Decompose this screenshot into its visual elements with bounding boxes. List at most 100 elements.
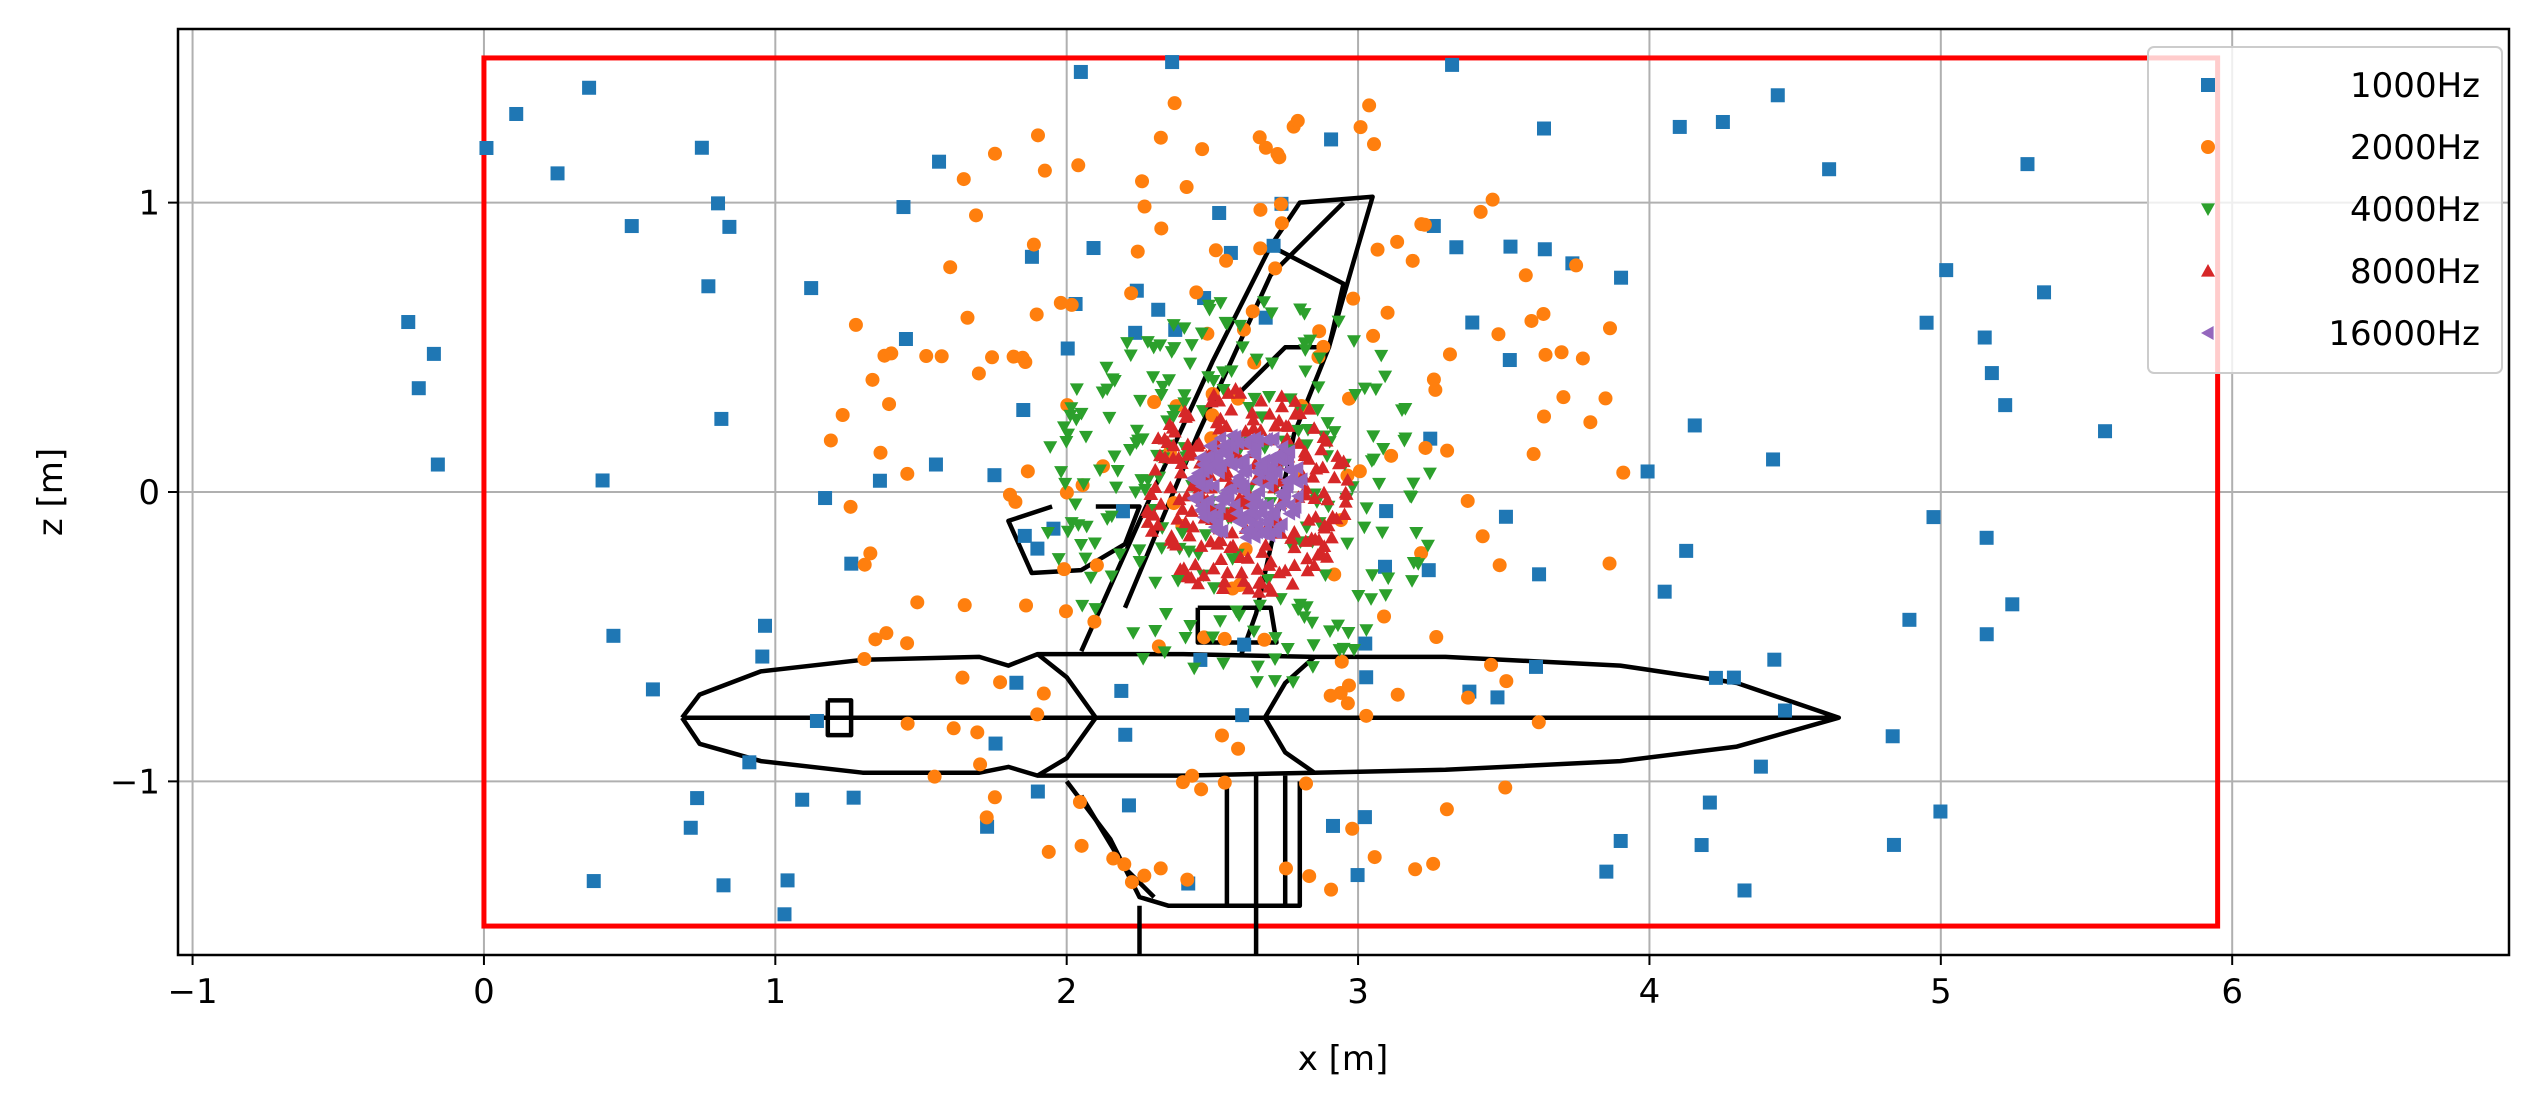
- point-4000Hz: [1291, 424, 1306, 438]
- point-8000Hz: [1311, 533, 1326, 546]
- x-tick-label: 6: [2221, 972, 2243, 1012]
- point-4000Hz: [1299, 439, 1314, 452]
- point-16000Hz: [1261, 498, 1274, 513]
- point-2000Hz: [1324, 882, 1339, 897]
- point-4000Hz: [1372, 477, 1387, 491]
- point-2000Hz: [1414, 546, 1429, 561]
- point-16000Hz: [1248, 431, 1262, 446]
- point-16000Hz: [1250, 474, 1263, 489]
- point-1000Hz: [1498, 509, 1513, 524]
- point-2000Hz: [1245, 304, 1260, 319]
- point-2000Hz: [1137, 868, 1152, 883]
- point-8000Hz: [1166, 536, 1181, 549]
- point-1000Hz: [1324, 132, 1339, 147]
- point-2000Hz: [927, 769, 942, 784]
- point-2000Hz: [960, 310, 975, 325]
- point-1000Hz: [1016, 403, 1031, 418]
- point-4000Hz: [1250, 660, 1265, 674]
- point-4000Hz: [1374, 349, 1389, 363]
- point-4000Hz: [1166, 410, 1181, 424]
- point-1000Hz: [606, 628, 621, 643]
- point-1000Hz: [1737, 883, 1752, 898]
- x-tick-label: 2: [1056, 972, 1078, 1012]
- point-16000Hz: [1244, 498, 1257, 513]
- point-2000Hz: [1087, 614, 1102, 629]
- point-8000Hz: [1177, 404, 1192, 418]
- point-2000Hz: [969, 208, 984, 223]
- point-4000Hz: [1213, 297, 1228, 310]
- point-4000Hz: [1183, 357, 1198, 371]
- point-2000Hz: [1575, 351, 1590, 366]
- point-8000Hz: [1245, 405, 1260, 419]
- point-2000Hz: [1602, 556, 1617, 571]
- point-2000Hz: [1556, 390, 1571, 405]
- point-4000Hz: [1157, 646, 1172, 660]
- point-1000Hz: [722, 219, 737, 234]
- point-4000Hz: [1132, 555, 1147, 569]
- point-4000Hz: [1160, 415, 1175, 428]
- point-4000Hz: [1194, 327, 1209, 341]
- point-2000Hz: [1214, 728, 1229, 743]
- point-4000Hz: [1264, 307, 1279, 321]
- point-2000Hz: [1498, 780, 1513, 795]
- point-16000Hz: [1281, 462, 1295, 477]
- point-4000Hz: [1242, 402, 1257, 415]
- point-2000Hz: [1473, 204, 1488, 219]
- point-2000Hz: [973, 757, 988, 772]
- point-4000Hz: [1104, 570, 1119, 584]
- point-1000Hz: [742, 755, 757, 770]
- point-1000Hz: [430, 457, 445, 472]
- point-8000Hz: [1329, 511, 1344, 525]
- point-16000Hz: [1287, 504, 1301, 519]
- point-4000Hz: [1359, 624, 1374, 637]
- point-2000Hz: [971, 366, 986, 381]
- point-1000Hz: [1128, 325, 1143, 340]
- point-2000Hz: [823, 433, 838, 448]
- point-1000Hz: [2098, 424, 2113, 439]
- point-8000Hz: [1182, 528, 1197, 542]
- point-4000Hz: [1059, 435, 1074, 449]
- point-1000Hz: [1030, 784, 1045, 799]
- point-4000Hz: [1175, 527, 1190, 540]
- point-4000Hz: [1126, 627, 1141, 640]
- x-axis-label: x [m]: [1298, 1039, 1389, 1079]
- point-8000Hz: [1191, 436, 1206, 450]
- point-4000Hz: [1074, 407, 1089, 421]
- point-2000Hz: [1302, 869, 1317, 884]
- point-1000Hz: [1060, 341, 1075, 356]
- point-4000Hz: [1320, 417, 1335, 430]
- point-4000Hz: [1257, 296, 1272, 309]
- point-2000Hz: [1274, 216, 1289, 231]
- point-16000Hz: [1207, 520, 1221, 535]
- legend-label: 8000Hz: [2350, 252, 2480, 292]
- point-2000Hz: [873, 445, 888, 460]
- point-4000Hz: [1351, 589, 1366, 603]
- point-2000Hz: [1029, 307, 1044, 322]
- point-2000Hz: [1440, 443, 1455, 458]
- point-8000Hz: [1327, 470, 1342, 484]
- point-1000Hz: [1694, 838, 1709, 853]
- point-8000Hz: [1274, 389, 1289, 402]
- point-4000Hz: [1132, 544, 1147, 557]
- point-4000Hz: [1280, 642, 1295, 656]
- point-4000Hz: [1215, 366, 1230, 379]
- point-4000Hz: [1064, 402, 1079, 415]
- point-2000Hz: [1258, 140, 1273, 155]
- point-4000Hz: [1376, 443, 1391, 456]
- point-4000Hz: [1166, 319, 1181, 332]
- point-2000Hz: [1417, 217, 1432, 232]
- point-8000Hz: [1178, 410, 1193, 423]
- point-1000Hz: [1998, 398, 2013, 413]
- point-8000Hz: [1337, 507, 1352, 521]
- point-8000Hz: [1285, 577, 1300, 590]
- point-4000Hz: [1225, 553, 1240, 566]
- legend-marker-8000Hz: [2201, 264, 2215, 277]
- point-4000Hz: [1267, 675, 1282, 688]
- point-4000Hz: [1177, 389, 1192, 402]
- point-1000Hz: [1672, 119, 1687, 134]
- point-8000Hz: [1221, 386, 1236, 399]
- point-1000Hz: [1715, 114, 1730, 129]
- point-4000Hz: [1359, 502, 1374, 515]
- point-2000Hz: [1485, 192, 1500, 207]
- point-4000Hz: [1195, 405, 1210, 418]
